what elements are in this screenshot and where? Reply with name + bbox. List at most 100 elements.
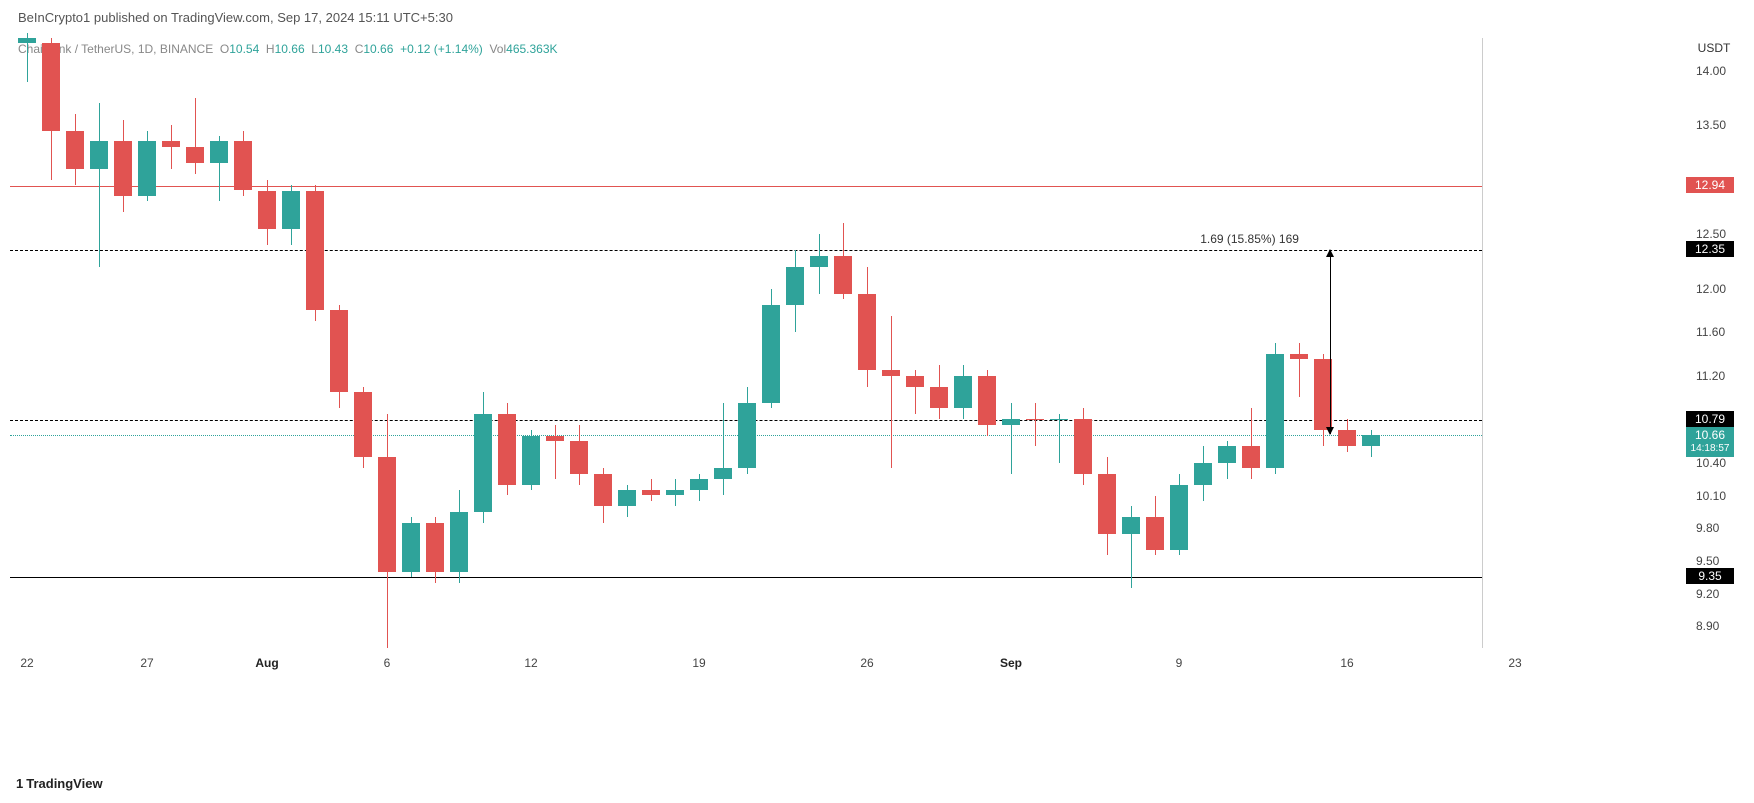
y-unit: USDT [1684, 41, 1744, 55]
price-tag: 12.35 [1686, 241, 1734, 257]
price-tag: 10.6614:18:57 [1686, 427, 1734, 457]
candle-body [186, 147, 204, 163]
y-tick-label: 13.50 [1690, 118, 1726, 132]
candle-body [402, 523, 420, 572]
candle-body [210, 141, 228, 163]
x-tick-label: 9 [1176, 656, 1183, 670]
y-axis-border [1482, 38, 1483, 648]
candle-body [522, 436, 540, 485]
candle-body [1266, 354, 1284, 468]
tradingview-logo: 1TradingView [16, 776, 103, 791]
price-tag: 12.94 [1686, 177, 1734, 193]
candle-body [666, 490, 684, 495]
candle-body [570, 441, 588, 474]
candle-body [882, 370, 900, 375]
candle-wick [555, 425, 556, 479]
candle-body [1362, 435, 1380, 447]
candle-body [42, 43, 60, 130]
candle-wick [99, 103, 100, 266]
x-tick-label: 23 [1508, 656, 1521, 670]
x-tick-label: 26 [860, 656, 873, 670]
y-tick-label: 10.10 [1690, 489, 1726, 503]
horizontal-line [10, 577, 1482, 578]
candle-body [1242, 446, 1260, 468]
measure-arrow [1330, 250, 1331, 434]
y-tick-label: 8.90 [1690, 619, 1719, 633]
candle-body [498, 414, 516, 485]
measure-label: 1.69 (15.85%) 169 [1200, 232, 1299, 246]
candle-body [234, 141, 252, 190]
candle-wick [171, 125, 172, 169]
candle-body [114, 141, 132, 195]
publisher-text: BeInCrypto1 published on TradingView.com… [18, 10, 453, 25]
candle-wick [1299, 343, 1300, 397]
x-tick-label: 16 [1340, 656, 1353, 670]
candle-body [306, 191, 324, 311]
candle-body [282, 191, 300, 229]
y-tick-label: 11.60 [1690, 325, 1725, 339]
candle-body [66, 131, 84, 169]
candle-body [378, 457, 396, 571]
candle-body [906, 376, 924, 387]
candlestick-chart[interactable]: 1.69 (15.85%) 169 [10, 38, 1482, 648]
y-tick-label: 9.20 [1690, 587, 1719, 601]
x-tick-label: 27 [140, 656, 153, 670]
candle-body [1218, 446, 1236, 462]
candle-wick [1035, 403, 1036, 447]
candle-body [474, 414, 492, 512]
candle-body [546, 436, 564, 441]
y-tick-label: 12.00 [1690, 282, 1726, 296]
x-tick-label: Aug [255, 656, 278, 670]
y-tick-label: 14.00 [1690, 64, 1726, 78]
candle-body [642, 490, 660, 495]
candle-body [1098, 474, 1116, 534]
candle-body [138, 141, 156, 195]
candle-body [258, 191, 276, 229]
candle-body [354, 392, 372, 457]
y-tick-label: 11.20 [1690, 369, 1725, 383]
candle-wick [723, 403, 724, 496]
candle-wick [1059, 414, 1060, 463]
candle-body [1122, 517, 1140, 533]
y-tick-label: 9.80 [1690, 521, 1719, 535]
candle-body [426, 523, 444, 572]
candle-body [1026, 419, 1044, 420]
horizontal-line [10, 186, 1482, 187]
candle-body [1338, 430, 1356, 446]
candle-body [762, 305, 780, 403]
candle-body [834, 256, 852, 294]
candle-body [90, 141, 108, 168]
candle-body [714, 468, 732, 479]
horizontal-line [10, 250, 1482, 251]
candle-body [978, 376, 996, 425]
candle-wick [1011, 403, 1012, 474]
candle-body [1074, 419, 1092, 473]
price-tag: 10.79 [1686, 411, 1734, 427]
x-tick-label: 12 [524, 656, 537, 670]
candle-body [162, 141, 180, 146]
candle-body [1170, 485, 1188, 550]
candle-wick [891, 316, 892, 469]
x-tick-label: 22 [20, 656, 33, 670]
candle-body [690, 479, 708, 490]
candle-wick [1251, 408, 1252, 479]
price-tag: 9.35 [1686, 568, 1734, 584]
candle-body [930, 387, 948, 409]
candle-body [858, 294, 876, 370]
candle-body [330, 310, 348, 392]
candle-body [594, 474, 612, 507]
candle-body [1002, 419, 1020, 424]
candle-body [738, 403, 756, 468]
candle-body [954, 376, 972, 409]
x-tick-label: Sep [1000, 656, 1022, 670]
x-axis: 2227Aug6121926Sep91623 [10, 650, 1482, 680]
candle-body [786, 267, 804, 305]
candle-body [450, 512, 468, 572]
y-axis: USDT 14.0013.5012.5012.0011.6011.2010.40… [1684, 38, 1754, 648]
y-tick-label: 9.50 [1690, 554, 1719, 568]
candle-body [18, 38, 36, 43]
candle-body [1194, 463, 1212, 485]
candle-body [1290, 354, 1308, 359]
y-tick-label: 12.50 [1690, 227, 1726, 241]
candle-body [810, 256, 828, 267]
